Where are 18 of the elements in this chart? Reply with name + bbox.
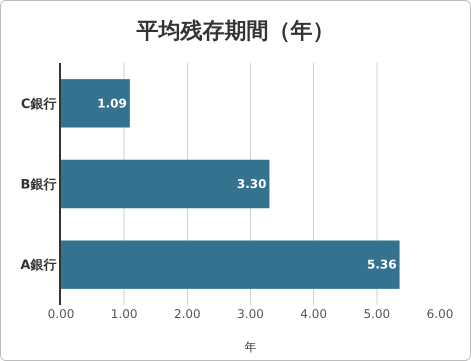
data-label: 5.36 <box>366 258 397 272</box>
x-axis-title: 年 <box>244 340 256 354</box>
x-tick-label: 1.00 <box>110 307 138 321</box>
bar <box>61 79 130 128</box>
x-tick-label: 2.00 <box>174 307 201 321</box>
x-tick-label: 5.00 <box>363 307 390 321</box>
data-label: 3.30 <box>236 177 266 191</box>
bar <box>61 240 400 289</box>
x-tick-label: 4.00 <box>300 307 328 321</box>
y-tick-label: C銀行 <box>20 96 56 112</box>
chart-title: 平均残存期間（年） <box>136 18 334 44</box>
y-tick-label: B銀行 <box>20 178 56 193</box>
y-tick-label: A銀行 <box>20 258 56 274</box>
bar <box>61 160 270 208</box>
x-tick-label: 3.00 <box>237 307 264 321</box>
data-label: 1.09 <box>97 96 127 110</box>
x-tick-label: 6.00 <box>426 307 454 321</box>
x-tick-label: 0.00 <box>48 307 74 321</box>
